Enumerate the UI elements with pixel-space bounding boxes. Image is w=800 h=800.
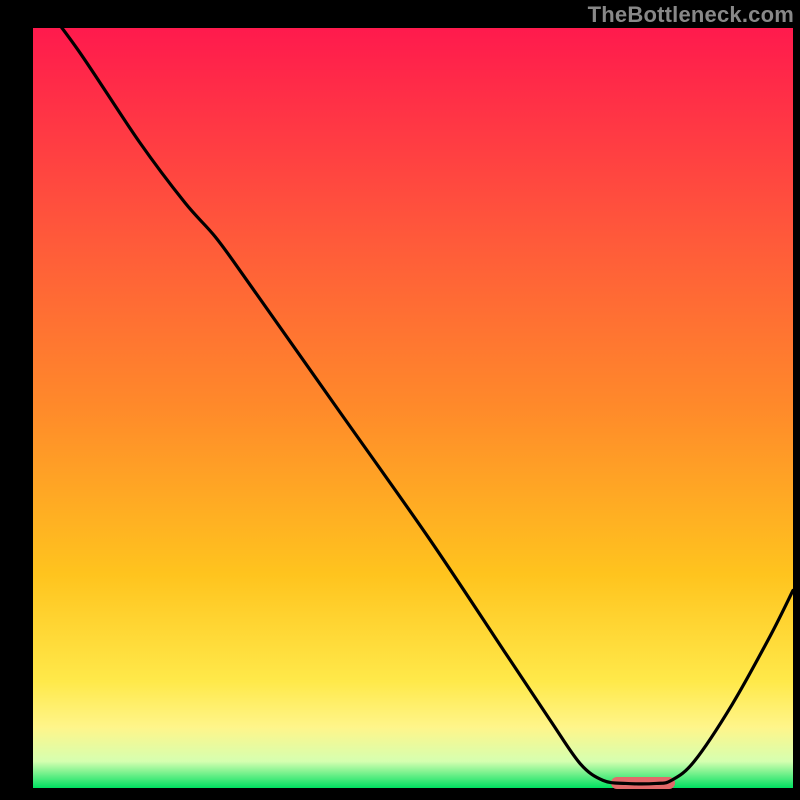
optimum-marker — [611, 777, 676, 789]
chart-container: TheBottleneck.com — [0, 0, 800, 800]
watermark-text: TheBottleneck.com — [588, 2, 794, 28]
plot-area — [33, 28, 793, 788]
